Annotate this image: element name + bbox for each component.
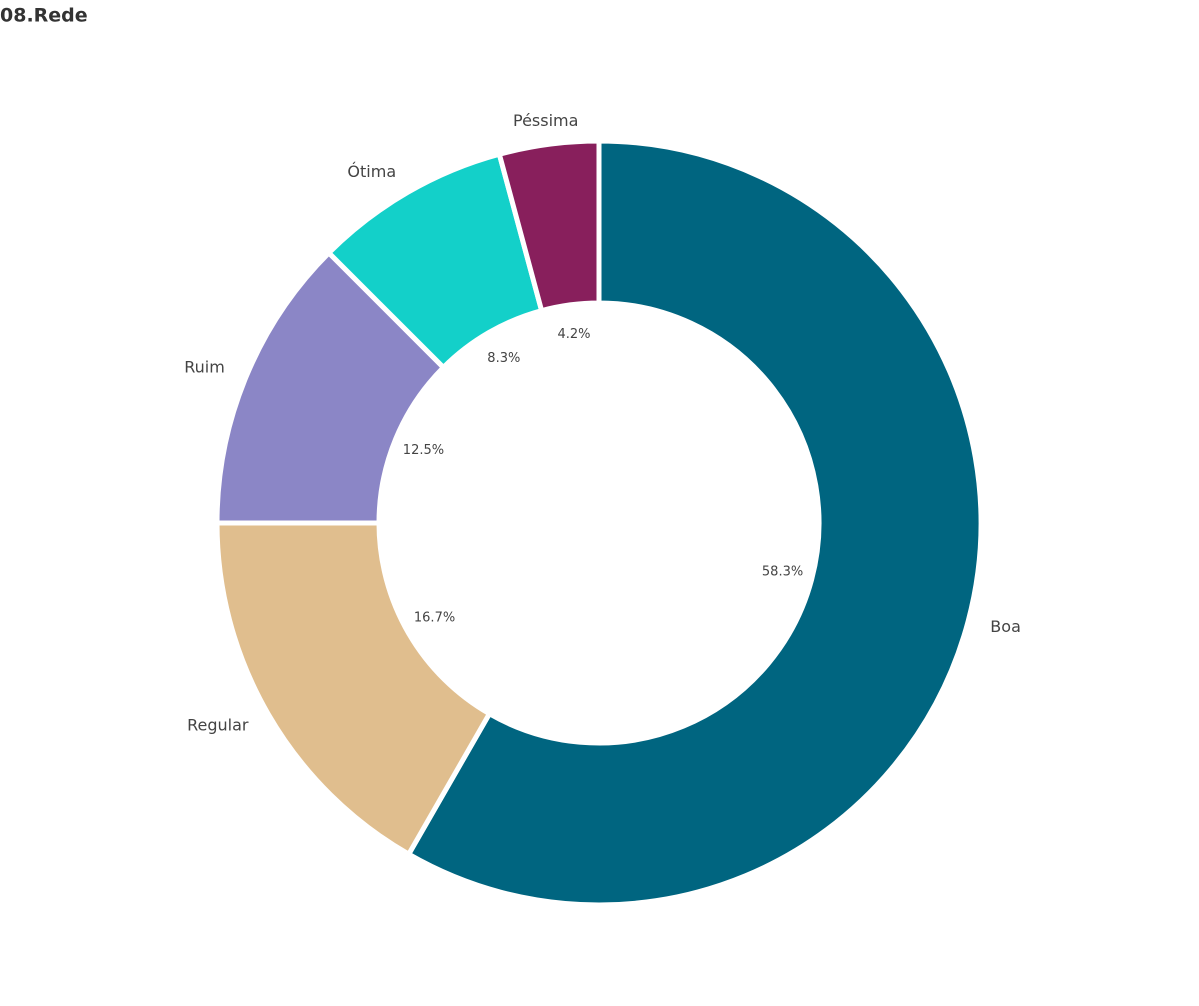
donut-slice <box>405 138 984 908</box>
value-label: 4.2% <box>557 327 590 342</box>
category-label: Ruim <box>184 358 225 377</box>
category-label: Péssima <box>513 111 578 130</box>
category-label: Regular <box>187 715 249 734</box>
category-label: Ótima <box>347 162 396 181</box>
value-label: 12.5% <box>403 443 444 458</box>
value-label: 8.3% <box>487 351 520 366</box>
chart-title: 08.Rede <box>0 5 88 27</box>
value-label: 58.3% <box>762 564 803 579</box>
category-label: Boa <box>990 617 1021 636</box>
donut-slice <box>496 138 602 314</box>
donut-slice <box>214 249 447 526</box>
donut-slice <box>214 520 493 858</box>
value-label: 16.7% <box>414 611 455 626</box>
